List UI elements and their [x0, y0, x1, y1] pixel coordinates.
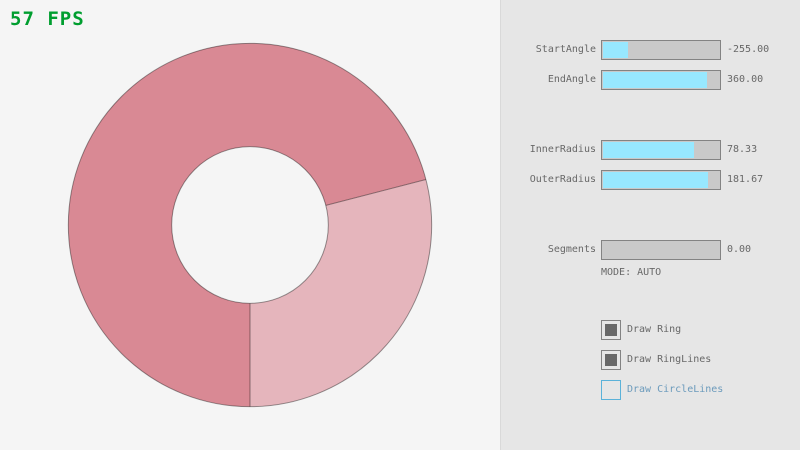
slider-row-outerradius: OuterRadius 181.67 — [501, 170, 800, 190]
innerradius-value: 78.33 — [727, 144, 758, 155]
endangle-slider-fill — [603, 72, 708, 88]
segments-slider[interactable] — [601, 240, 721, 260]
checkbox-label: Draw RingLines — [627, 354, 712, 365]
startangle-label: StartAngle — [535, 44, 596, 55]
outerradius-slider[interactable] — [601, 170, 721, 190]
checkbox-draw-ring[interactable]: Draw Ring — [601, 320, 800, 340]
check-mark-icon — [605, 324, 617, 336]
controls-panel: StartAngle -255.00 EndAngle 360.00 Inner… — [500, 0, 800, 450]
outerradius-slider-fill — [603, 172, 709, 188]
fps-counter: 57 FPS — [10, 8, 85, 30]
endangle-value: 360.00 — [727, 74, 764, 85]
slider-row-innerradius: InnerRadius 78.33 — [501, 140, 800, 160]
check-mark-icon — [605, 354, 617, 366]
endangle-slider[interactable] — [601, 70, 721, 90]
checkbox-draw-ringlines[interactable]: Draw RingLines — [601, 350, 800, 370]
slider-row-endangle: EndAngle 360.00 — [501, 70, 800, 90]
innerradius-slider-fill — [603, 142, 694, 158]
innerradius-slider[interactable] — [601, 140, 721, 160]
startangle-value: -255.00 — [727, 44, 770, 55]
startangle-slider-fill — [603, 42, 629, 58]
check-mark-icon — [605, 384, 617, 396]
startangle-slider[interactable] — [601, 40, 721, 60]
segments-mode-label: MODE: AUTO — [601, 267, 662, 278]
outerradius-value: 181.67 — [727, 174, 764, 185]
slider-row-startangle: StartAngle -255.00 — [501, 40, 800, 60]
ring-canvas: 57 FPS — [10, 8, 433, 408]
segments-label: Segments — [547, 244, 596, 255]
innerradius-label: InnerRadius — [529, 144, 596, 155]
checkbox-box[interactable] — [601, 350, 621, 370]
checkbox-label: Draw CircleLines — [627, 384, 724, 395]
endangle-label: EndAngle — [547, 74, 596, 85]
outerradius-label: OuterRadius — [529, 174, 596, 185]
segments-value: 0.00 — [727, 244, 752, 255]
checkbox-draw-circlelines[interactable]: Draw CircleLines — [601, 380, 800, 400]
checkbox-label: Draw Ring — [627, 324, 682, 335]
slider-row-segments: Segments 0.00 — [501, 240, 800, 260]
checkbox-box[interactable] — [601, 380, 621, 400]
checkbox-box[interactable] — [601, 320, 621, 340]
ring-shape — [67, 42, 433, 408]
